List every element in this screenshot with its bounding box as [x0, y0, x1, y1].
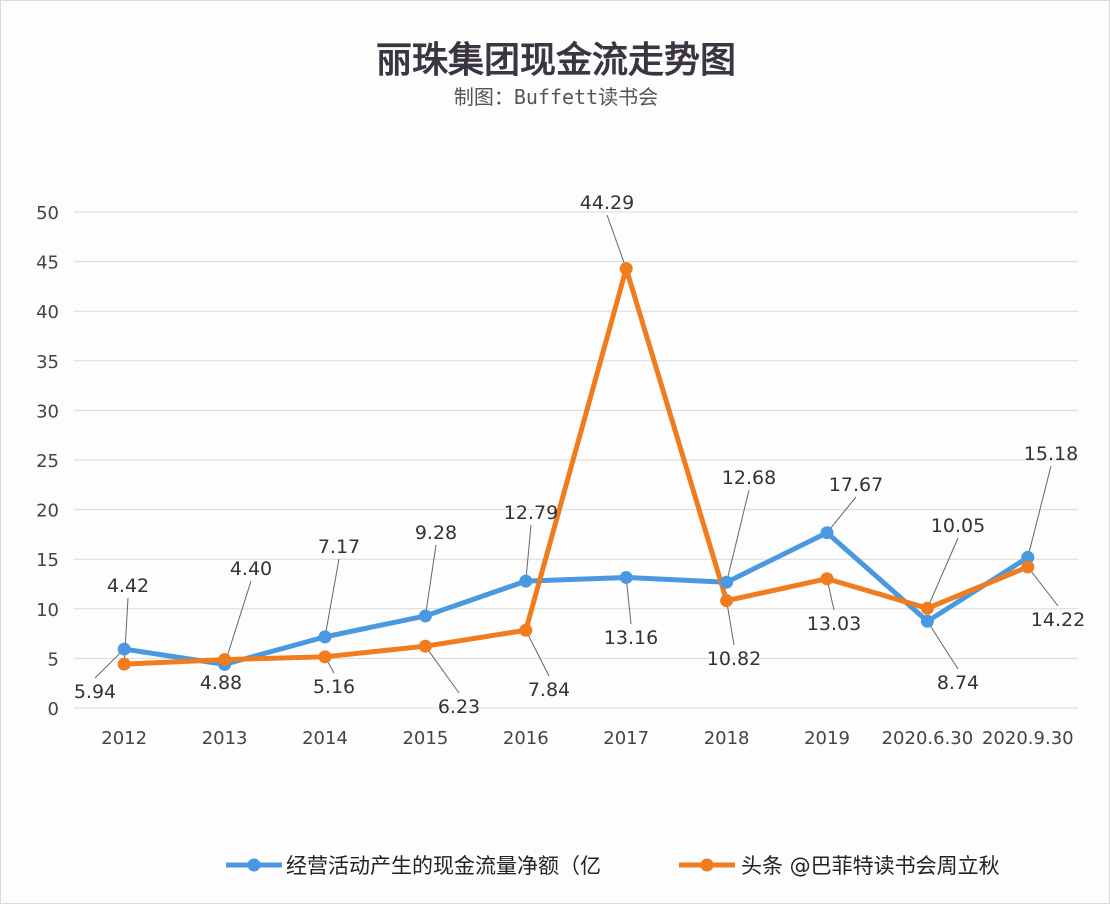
x-tick-label: 2020.6.30 [882, 728, 974, 749]
series-line [124, 266, 1029, 667]
x-tick-label: 2018 [704, 728, 750, 749]
data-point [418, 609, 432, 623]
data-label: 4.42 [107, 575, 149, 597]
leader-line [1027, 465, 1052, 558]
data-point [619, 570, 633, 584]
leader-line [926, 621, 959, 670]
y-tick-label: 25 [36, 451, 59, 472]
data-point [820, 572, 834, 586]
data-label: 44.29 [580, 192, 634, 214]
leader-line [606, 214, 627, 269]
data-label: 13.03 [807, 613, 861, 635]
data-point [820, 526, 834, 540]
data-label: 8.74 [937, 672, 979, 694]
data-point [920, 601, 934, 615]
data-label: 4.88 [200, 672, 242, 694]
x-tick-label: 2016 [503, 728, 549, 749]
leader-line [726, 489, 750, 583]
data-label: 7.17 [318, 536, 360, 558]
leader-line [826, 496, 857, 534]
x-tick-label: 2019 [804, 728, 850, 749]
legend-marker [700, 858, 714, 872]
leader-line [726, 600, 735, 646]
y-tick-label: 5 [48, 649, 59, 670]
series-line [123, 530, 1030, 667]
y-tick-label: 50 [36, 203, 59, 224]
leader-line [525, 524, 532, 582]
data-label: 10.82 [707, 648, 761, 670]
data-label: 5.94 [74, 681, 116, 703]
leader-line [1027, 566, 1059, 607]
data-point [920, 614, 934, 628]
x-tick-label: 2014 [302, 728, 348, 749]
data-point [117, 657, 131, 671]
leader-line [94, 648, 125, 679]
leader-line [926, 537, 959, 609]
legend-label: 经营活动产生的现金流量净额（亿 [286, 854, 601, 878]
data-point [318, 630, 332, 644]
data-point [519, 623, 533, 637]
data-label: 14.22 [1031, 609, 1085, 631]
y-tick-label: 0 [48, 699, 59, 720]
data-label: 10.05 [931, 515, 985, 537]
y-tick-label: 45 [36, 253, 59, 274]
x-tick-label: 2013 [202, 728, 248, 749]
leader-line [324, 558, 340, 637]
x-tick-label: 2017 [603, 728, 649, 749]
legend-marker [247, 858, 261, 872]
leader-line [424, 645, 460, 694]
x-tick-label: 2015 [402, 728, 448, 749]
x-tick-label: 2020.9.30 [982, 728, 1074, 749]
data-point [519, 574, 533, 588]
data-label: 6.23 [438, 696, 480, 718]
data-point [619, 262, 633, 276]
leader-line [224, 580, 252, 665]
y-tick-label: 30 [36, 401, 59, 422]
leader-line [424, 544, 437, 617]
data-label: 17.67 [829, 474, 883, 496]
leader-line [625, 577, 632, 625]
data-point [720, 594, 734, 608]
data-label: 15.18 [1024, 443, 1078, 465]
data-point [1021, 560, 1035, 574]
y-tick-label: 15 [36, 550, 59, 571]
y-tick-label: 35 [36, 352, 59, 373]
chart-subtitle: 制图：Buffett读书会 [453, 85, 659, 109]
data-label: 5.16 [313, 676, 355, 698]
data-label: 13.16 [604, 627, 658, 649]
data-label: 12.68 [722, 467, 776, 489]
data-point [117, 642, 131, 656]
y-tick-label: 20 [36, 501, 59, 522]
chart-title: 丽珠集团现金流走势图 [375, 39, 736, 81]
data-point [218, 653, 232, 667]
data-point [318, 650, 332, 664]
legend-label: 头条 @巴菲特读书会周立秋 [741, 854, 1000, 878]
data-label: 9.28 [415, 522, 457, 544]
y-tick-label: 10 [36, 600, 59, 621]
data-label: 7.84 [528, 679, 570, 701]
data-label: 12.79 [504, 502, 558, 524]
data-point [418, 639, 432, 653]
x-tick-label: 2012 [101, 728, 147, 749]
data-label: 4.40 [230, 558, 272, 580]
data-point [720, 575, 734, 589]
leader-line [525, 630, 550, 677]
y-tick-label: 40 [36, 302, 59, 323]
data-point [1021, 550, 1035, 564]
